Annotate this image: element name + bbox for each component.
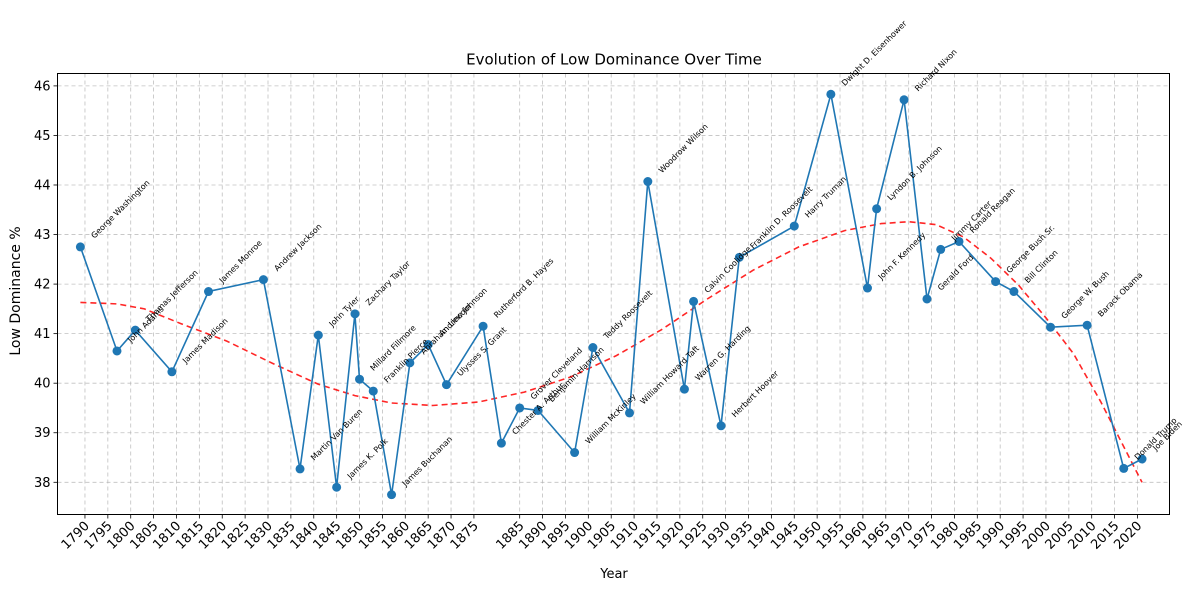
- data-point: [441, 380, 451, 390]
- point-label: George Washington: [89, 178, 151, 240]
- y-tick-label: 46: [34, 79, 51, 94]
- point-label: James Monroe: [217, 239, 264, 286]
- chart-title: Evolution of Low Dominance Over Time: [466, 51, 762, 69]
- data-point: [423, 340, 433, 350]
- point-label: Thomas Jefferson: [144, 268, 200, 324]
- data-point: [258, 275, 268, 285]
- y-tick-label: 39: [34, 426, 51, 441]
- data-point: [204, 287, 214, 297]
- y-tick-label: 41: [34, 327, 51, 342]
- data-point: [533, 405, 543, 415]
- point-label: Donald Trump: [1133, 416, 1179, 462]
- data-point: [1082, 320, 1092, 330]
- data-point: [625, 408, 635, 418]
- point-label: John F. Kennedy: [876, 230, 928, 282]
- data-point: [679, 384, 689, 394]
- data-point: [1137, 454, 1147, 464]
- data-point: [826, 89, 836, 99]
- trend-layer: [80, 220, 1143, 483]
- data-point: [789, 221, 799, 231]
- data-point: [734, 252, 744, 262]
- data-point: [515, 403, 525, 413]
- data-point: [75, 242, 85, 252]
- y-tick-label: 43: [34, 228, 51, 243]
- data-point: [332, 482, 342, 492]
- data-point: [478, 321, 488, 331]
- point-label: Andrew Jackson: [272, 222, 323, 273]
- data-point: [991, 277, 1001, 287]
- point-label: Franklin D. Roosevelt: [748, 185, 814, 251]
- data-point: [899, 95, 909, 105]
- y-tick-label: 44: [34, 178, 51, 193]
- data-point: [922, 294, 932, 304]
- y-tick-label: 38: [34, 476, 51, 491]
- y-tick-label: 45: [34, 129, 51, 144]
- point-label: Calvin Coolidge: [703, 244, 753, 294]
- data-point: [355, 374, 365, 384]
- data-point: [1119, 463, 1129, 473]
- point-label: Gerald Ford: [936, 253, 975, 292]
- point-label: Woodrow Wilson: [657, 122, 710, 175]
- data-point: [716, 421, 726, 431]
- data-point: [167, 367, 177, 377]
- point-label: James K. Polk: [345, 436, 390, 481]
- data-point: [130, 325, 140, 335]
- x-axis-label: Year: [599, 567, 628, 582]
- x-ticks: 1790179518001805181018151820182518301835…: [59, 514, 1145, 553]
- data-point: [295, 464, 305, 474]
- data-point: [643, 177, 653, 187]
- point-label: Rutherford B. Hayes: [492, 256, 555, 319]
- point-label: James Buchanan: [400, 435, 454, 489]
- point-label: Herbert Hoover: [730, 369, 781, 420]
- data-point: [588, 343, 598, 353]
- y-tick-label: 42: [34, 278, 51, 293]
- data-point: [570, 448, 580, 458]
- plot-frame: [57, 73, 1170, 515]
- point-label: George Bush Sr.: [1005, 223, 1057, 275]
- data-point: [387, 490, 397, 500]
- point-label: Dwight D. Eisenhower: [840, 19, 909, 88]
- data-point: [405, 358, 415, 368]
- data-point: [872, 204, 882, 214]
- point-label: Harry Truman: [803, 175, 848, 220]
- data-point: [313, 330, 323, 340]
- data-point: [1009, 287, 1019, 297]
- data-point: [862, 283, 872, 293]
- y-ticks: 38 39 40 41 42 43 44 45 46: [34, 79, 58, 491]
- data-point: [936, 244, 946, 254]
- trend-line: [80, 220, 1143, 483]
- point-label: William Howard Taft: [639, 344, 701, 406]
- data-point: [368, 386, 378, 396]
- grid: [57, 73, 1170, 515]
- y-axis-label: Low Dominance %: [8, 226, 24, 355]
- data-point: [496, 438, 506, 448]
- point-label: Ulysses S. Grant: [456, 325, 509, 378]
- series-layer: [75, 89, 1147, 500]
- data-point: [689, 296, 699, 306]
- data-point: [1046, 322, 1056, 332]
- data-point: [112, 346, 122, 356]
- data-point: [954, 236, 964, 246]
- point-label: Richard Nixon: [913, 48, 959, 94]
- point-label: Warren G. Harding: [693, 324, 752, 383]
- data-point: [350, 309, 360, 319]
- y-tick-label: 40: [34, 377, 51, 392]
